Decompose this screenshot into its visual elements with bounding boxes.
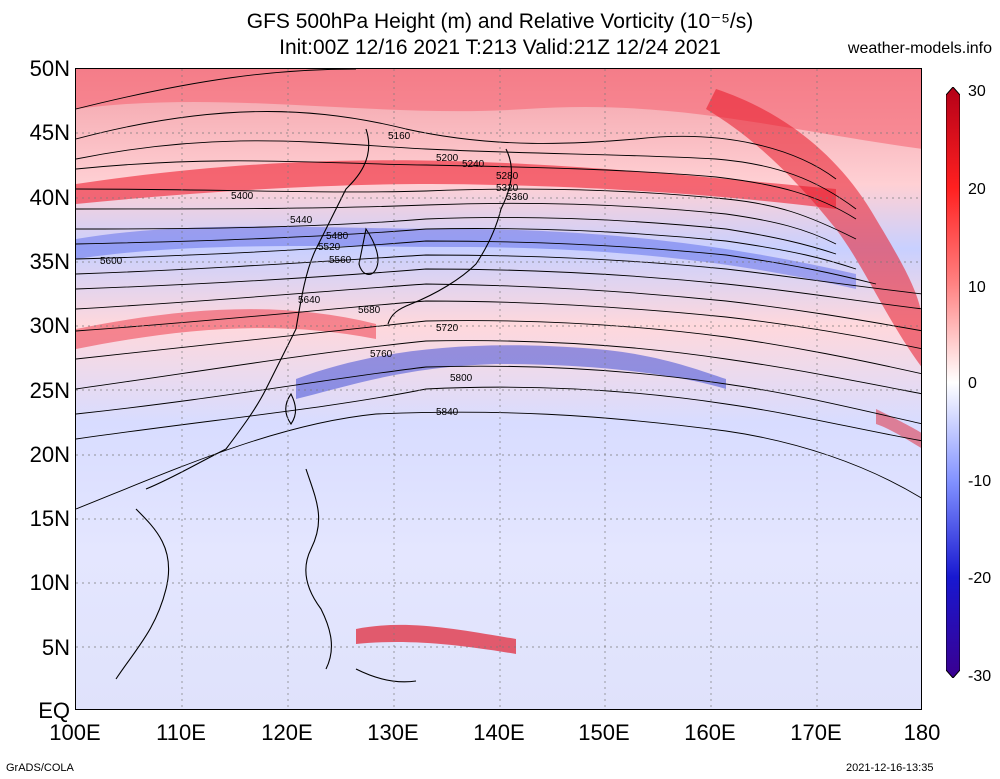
lon-label-110e: 110E [156, 720, 206, 745]
lon-label-150e: 150E [578, 720, 630, 745]
lat-label-25n: 25N [29, 378, 70, 403]
colorbar-tick-30: 30 [968, 83, 986, 100]
chart-subtitle: Init:00Z 12/16 2021 T:213 Valid:21Z 12/2… [279, 36, 721, 59]
lat-label-35n: 35N [29, 249, 70, 274]
height-contours [76, 69, 921, 510]
contour-label-5840: 5840 [436, 407, 459, 418]
lon-label-100e: 100E [49, 720, 101, 745]
vorticity-map: 5160 5200 5240 5280 5320 5360 5400 5440 … [76, 69, 921, 709]
contour-label-5200: 5200 [436, 153, 459, 164]
contour-label-5640: 5640 [298, 295, 321, 306]
lon-label-170e: 170E [790, 720, 842, 745]
jet-band-north [76, 69, 921, 149]
colorbar-tick-neg10: -10 [968, 473, 992, 490]
footer-timestamp: 2021-12-16-13:35 [846, 762, 934, 774]
contour-label-5480: 5480 [326, 231, 349, 242]
trough-band [76, 226, 856, 289]
contour-label-5800: 5800 [450, 373, 473, 384]
band-west [76, 309, 376, 349]
contour-label-5160: 5160 [388, 131, 411, 142]
footer-software: GrADS/COLA [6, 762, 74, 774]
contour-label-5760: 5760 [370, 349, 393, 360]
lat-label-10n: 10N [29, 570, 70, 595]
contour-label-5600: 5600 [100, 256, 123, 267]
lat-label-40n: 40N [29, 185, 70, 210]
graticule [76, 69, 921, 709]
lat-label-30n: 30N [29, 313, 70, 338]
colorbar-tick-10: 10 [968, 279, 986, 296]
lat-label-20n: 20N [29, 442, 70, 467]
colorbar-tick-0: 0 [968, 375, 977, 392]
map-panel: 5160 5200 5240 5280 5320 5360 5400 5440 … [75, 68, 922, 710]
lat-label-45n: 45N [29, 120, 70, 145]
contour-label-5280: 5280 [496, 171, 519, 182]
site-credit: weather-models.info [847, 40, 992, 57]
contour-label-5680: 5680 [358, 305, 381, 316]
colorbar-tick-20: 20 [968, 181, 986, 198]
colorbar-tick-neg20: -20 [968, 570, 992, 587]
contour-label-5560: 5560 [329, 255, 352, 266]
lon-label-130e: 130E [367, 720, 419, 745]
colorbar-tick-neg30: -30 [968, 668, 992, 685]
contour-labels: 5160 5200 5240 5280 5320 5360 5400 5440 … [100, 131, 529, 418]
lat-label-15n: 15N [29, 506, 70, 531]
jet-band-east [706, 89, 921, 367]
lat-label-50n: 50N [29, 56, 70, 81]
contour-label-5320: 5320 [496, 183, 519, 194]
lon-label-140e: 140E [473, 720, 525, 745]
lon-label-180: 180 [903, 720, 941, 745]
band-equatorial [356, 624, 516, 654]
coastlines [115, 128, 512, 683]
lat-label-eq: EQ [38, 698, 70, 723]
lon-label-120e: 120E [261, 720, 313, 745]
contour-label-5360: 5360 [506, 192, 529, 203]
lat-label-5n: 5N [41, 635, 70, 660]
contour-label-5720: 5720 [436, 323, 459, 334]
contour-label-5240: 5240 [462, 159, 485, 170]
lon-label-160e: 160E [684, 720, 736, 745]
colorbar [946, 87, 960, 678]
band-subtropical [296, 345, 726, 399]
contour-label-5400: 5400 [231, 191, 254, 202]
contour-label-5440: 5440 [290, 215, 313, 226]
chart-title: GFS 500hPa Height (m) and Relative Vorti… [246, 10, 754, 33]
contour-label-5520: 5520 [318, 242, 341, 253]
